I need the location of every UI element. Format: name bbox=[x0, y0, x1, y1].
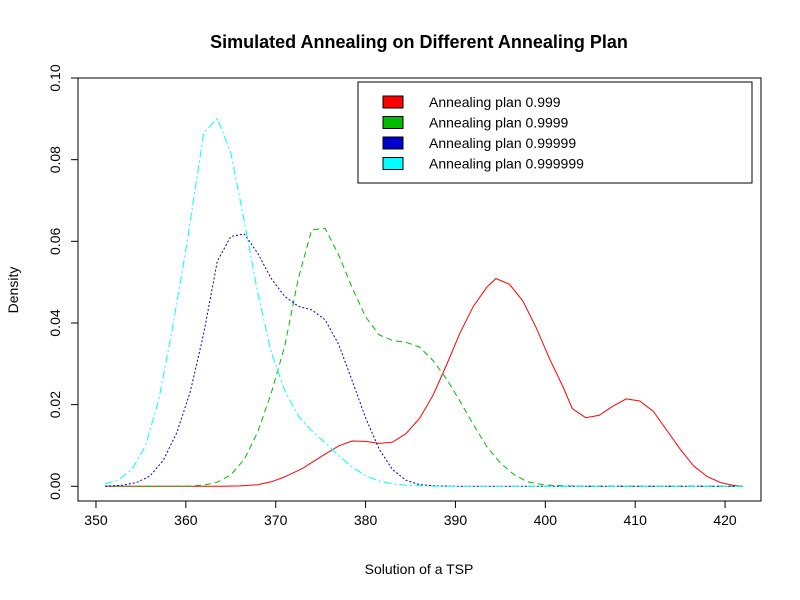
x-tick-label: 410 bbox=[624, 512, 648, 528]
series-line-3 bbox=[104, 233, 743, 487]
x-tick-label: 350 bbox=[84, 512, 108, 528]
series-group bbox=[104, 117, 744, 487]
y-tick-label: 0.08 bbox=[47, 146, 63, 173]
x-tick-label: 370 bbox=[264, 512, 288, 528]
y-tick-label: 0.02 bbox=[47, 391, 63, 418]
chart-title: Simulated Annealing on Different Anneali… bbox=[210, 32, 628, 52]
y-tick-label: 0.06 bbox=[47, 227, 63, 254]
x-axis: 350 360 370 380 390 400 410 420 bbox=[84, 500, 737, 528]
series-line-1 bbox=[105, 277, 744, 487]
y-axis-label: Density bbox=[5, 267, 21, 314]
x-tick-label: 420 bbox=[713, 512, 737, 528]
legend-swatch-2 bbox=[382, 116, 404, 129]
y-tick-label: 0.04 bbox=[47, 309, 63, 336]
x-tick-label: 360 bbox=[174, 512, 198, 528]
y-axis: 0.00 0.02 0.04 0.06 0.08 0.10 bbox=[47, 64, 79, 500]
legend-label-1: Annealing plan 0.999 bbox=[429, 94, 561, 110]
x-tick-label: 390 bbox=[444, 512, 468, 528]
legend-swatch-1 bbox=[382, 95, 404, 109]
x-tick-label: 380 bbox=[354, 512, 378, 528]
x-axis-label: Solution of a TSP bbox=[365, 561, 474, 577]
legend-box bbox=[357, 81, 753, 184]
x-tick-label: 400 bbox=[534, 512, 558, 528]
legend-swatch-3 bbox=[382, 136, 404, 150]
legend-label-2: Annealing plan 0.9999 bbox=[429, 115, 569, 131]
legend-swatch-4 bbox=[382, 157, 404, 170]
legend-label-4: Annealing plan 0.999999 bbox=[429, 156, 584, 172]
y-tick-label: 0.00 bbox=[47, 472, 63, 499]
legend: Annealing plan 0.999 Annealing plan 0.999… bbox=[357, 81, 753, 184]
legend-label-3: Annealing plan 0.99999 bbox=[429, 135, 576, 151]
y-tick-label: 0.10 bbox=[47, 64, 63, 91]
series-line-4 bbox=[104, 117, 743, 487]
series-line-2 bbox=[105, 227, 743, 487]
